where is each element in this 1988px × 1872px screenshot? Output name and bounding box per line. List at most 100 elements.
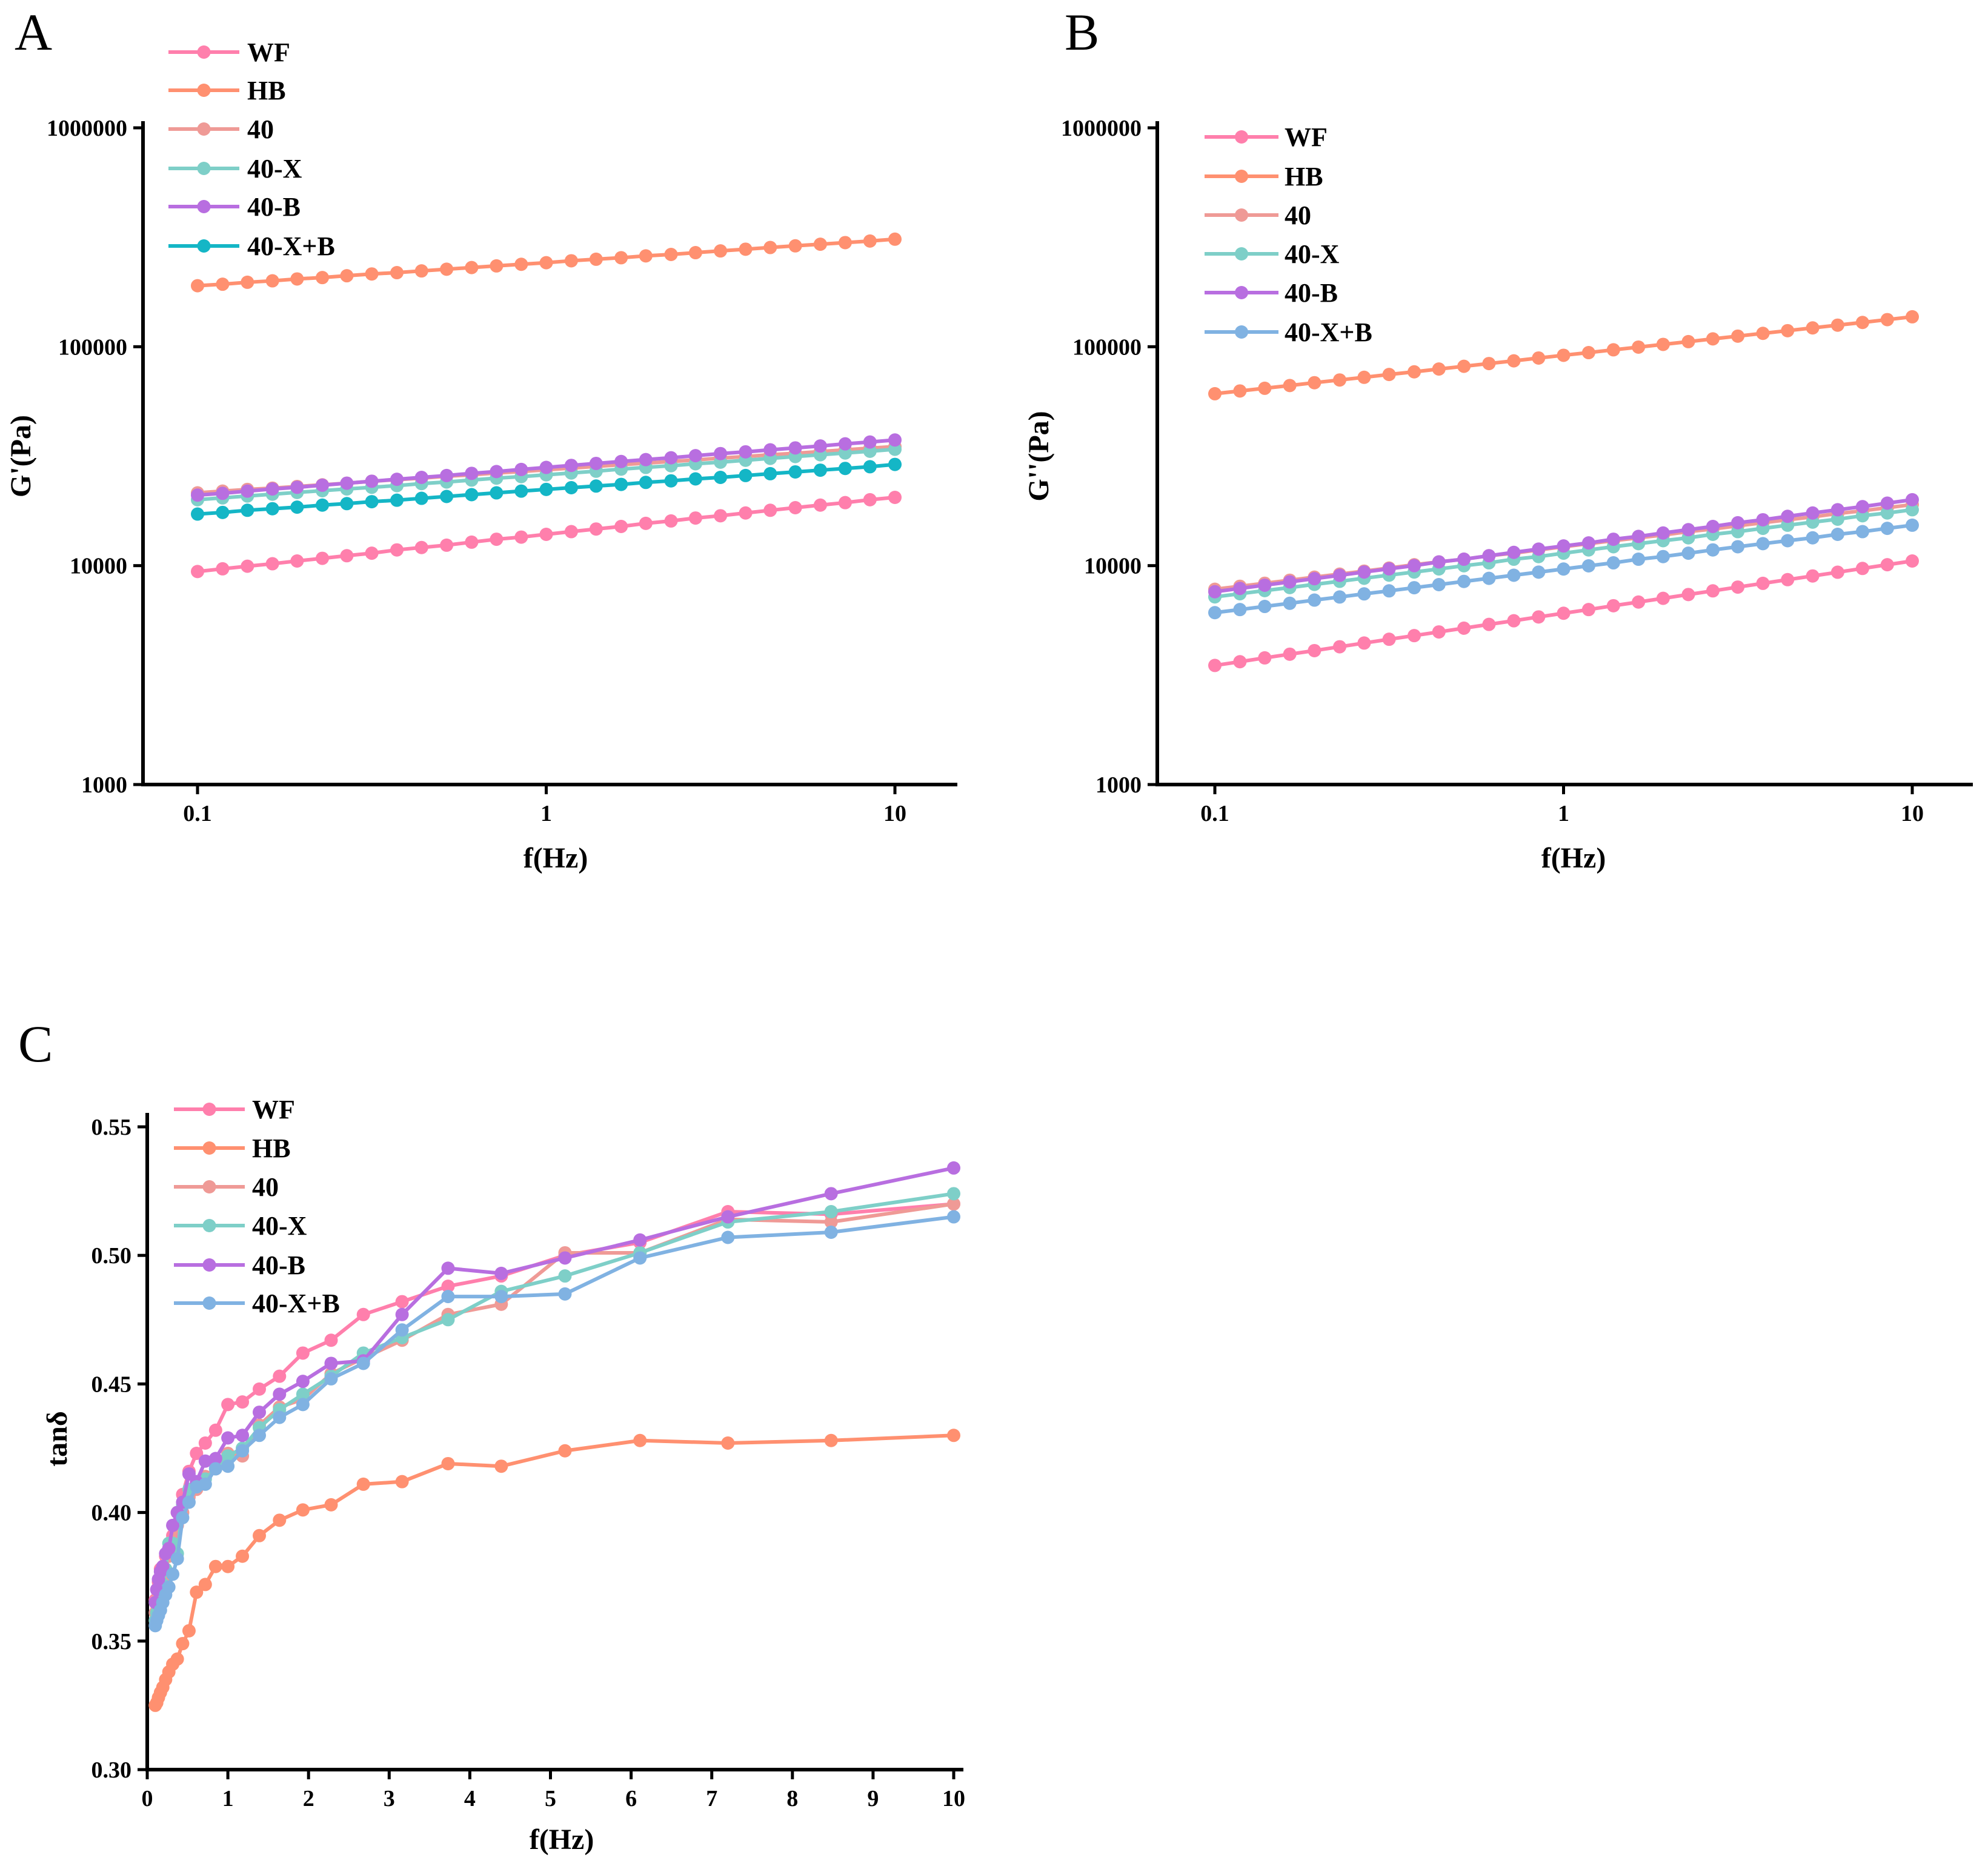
data-point: [1507, 354, 1521, 368]
legend-label: 40: [252, 1172, 279, 1202]
data-point: [721, 1436, 735, 1450]
data-point: [714, 446, 728, 460]
data-point: [1756, 537, 1770, 551]
data-point: [824, 1433, 838, 1447]
data-point: [1432, 625, 1446, 639]
data-point: [241, 503, 254, 517]
data-point: [1806, 321, 1820, 335]
data-point: [1632, 529, 1646, 543]
data-point: [1781, 573, 1795, 586]
data-point: [639, 516, 653, 530]
legend-item: 40-X+B: [174, 1289, 340, 1318]
data-point: [273, 1387, 287, 1401]
series-40-x-b: [191, 457, 902, 521]
legend-marker: [1235, 247, 1248, 261]
data-point: [824, 1215, 838, 1229]
data-point: [888, 491, 902, 505]
data-point: [315, 478, 329, 492]
data-point: [564, 481, 578, 495]
data-point: [494, 1266, 508, 1280]
y-tick-label: 1000: [1095, 772, 1142, 798]
data-point: [176, 1511, 190, 1525]
legend-label: 40-B: [252, 1250, 305, 1280]
data-point: [721, 1230, 735, 1244]
data-point: [236, 1549, 250, 1563]
data-point: [1332, 640, 1346, 654]
legend-marker: [1235, 286, 1248, 299]
legend-item: 40-B: [1205, 278, 1338, 308]
data-point: [947, 1187, 960, 1201]
legend-label: 40-X+B: [1285, 317, 1372, 347]
y-tick-label: 0.55: [91, 1115, 132, 1140]
data-point: [1233, 384, 1247, 398]
legend-item: 40-X+B: [1205, 317, 1372, 347]
data-point: [156, 1559, 170, 1573]
data-point: [490, 486, 504, 500]
data-point: [221, 1449, 235, 1463]
legend-label: WF: [252, 1095, 295, 1124]
data-point: [440, 468, 454, 482]
data-point: [221, 1431, 235, 1445]
legend-label: 40-B: [247, 192, 301, 222]
chart-panel-c: C 0 1 2 3 4 5 6 7 8 9 10 0.30 0.35 0.40 0.45 0.50 0.55 f(H…: [18, 1015, 965, 1856]
data-point: [441, 1261, 455, 1275]
y-tick-label: 0.40: [91, 1501, 132, 1526]
x-tick-label: 1: [222, 1786, 234, 1811]
data-point: [441, 1290, 455, 1304]
data-point: [558, 1444, 572, 1458]
chart-panel-b: B 0.1 1 10 1000 10000 100000 1000000 f(Hz) G''(Pa…: [1023, 3, 1973, 874]
data-point: [1283, 596, 1297, 610]
series-wf: [1208, 554, 1919, 672]
data-point: [395, 1323, 409, 1337]
data-point: [395, 1307, 409, 1321]
data-point: [1258, 578, 1272, 592]
data-point: [1681, 588, 1695, 602]
data-point: [1457, 553, 1471, 566]
data-point: [216, 505, 230, 519]
legend-item: WF: [174, 1095, 295, 1124]
data-point: [1258, 651, 1272, 665]
data-point: [390, 473, 404, 486]
data-point: [539, 527, 553, 541]
data-point: [490, 533, 504, 546]
chart-panel-a: A 0.1 1 10 1000 10000 100000 1000000 f(Hz) G'(Pa)…: [5, 3, 957, 874]
data-point: [947, 1210, 960, 1224]
data-point: [465, 261, 479, 274]
y-axis-title: tanδ: [41, 1411, 73, 1467]
x-axis-title: f(Hz): [524, 842, 588, 874]
data-point: [688, 246, 702, 260]
data-point: [1408, 365, 1421, 379]
data-point: [1906, 493, 1919, 506]
data-point: [838, 496, 852, 509]
data-point: [296, 1503, 310, 1517]
data-point: [241, 484, 254, 498]
data-point: [356, 1356, 370, 1370]
data-point: [356, 1477, 370, 1491]
data-point: [365, 474, 379, 488]
data-point: [1855, 509, 1869, 523]
data-point: [236, 1429, 250, 1442]
legend-label: 40-X: [1285, 239, 1340, 269]
x-tick-label: 9: [867, 1786, 879, 1811]
x-tick-label: 6: [625, 1786, 637, 1811]
data-point: [441, 1280, 455, 1293]
data-point: [589, 252, 603, 266]
data-point: [365, 495, 379, 509]
data-point: [664, 451, 678, 465]
data-point: [1731, 540, 1745, 554]
legend-label: 40-B: [1285, 278, 1338, 308]
data-point: [1258, 600, 1272, 614]
data-point: [788, 465, 802, 479]
data-point: [1756, 576, 1770, 590]
data-point: [162, 1542, 176, 1556]
data-point: [1557, 348, 1571, 362]
data-point: [1208, 585, 1222, 599]
data-point: [664, 514, 678, 528]
data-point: [1507, 545, 1521, 559]
data-point: [162, 1580, 176, 1594]
data-point: [947, 1197, 960, 1211]
data-point: [1880, 522, 1894, 536]
data-point: [1233, 655, 1247, 669]
data-point: [208, 1452, 222, 1465]
panel-label: A: [15, 3, 52, 61]
